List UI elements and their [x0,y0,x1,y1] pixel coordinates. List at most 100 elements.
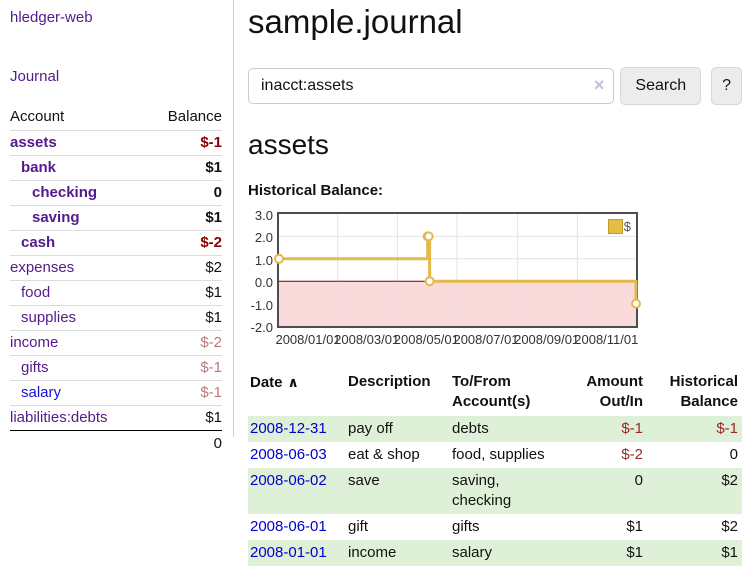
account-balance: 0 [213,184,222,201]
register-row: 2008-06-03 eat & shop food, supplies $-2 0 [248,442,742,468]
main-content: sample.journal × Search ? assets Histori… [248,0,742,566]
y-axis-tick-label: -1.0 [250,297,273,313]
date-sort-header[interactable]: Date ∧ [250,374,299,391]
search-button[interactable]: Search [620,67,702,105]
account-row: liabilities:debts $1 [10,405,222,430]
total-balance: 0 [213,435,222,452]
account-row: income $-2 [10,330,222,355]
transaction-amount: 0 [634,472,643,489]
transaction-accounts: saving, checking [452,472,512,509]
account-row: supplies $1 [10,305,222,330]
transaction-date-link[interactable]: 2008-01-01 [250,544,327,561]
account-balance: $1 [205,209,222,226]
register-row: 2008-06-02 save saving, checking 0 $2 [248,468,742,514]
account-balance: $-1 [200,359,222,376]
chart-title: Historical Balance: [248,182,384,199]
transaction-date-link[interactable]: 2008-06-03 [250,446,327,463]
account-row: cash $-2 [10,230,222,255]
search-input[interactable] [248,68,615,104]
transaction-amount: $-2 [621,446,643,463]
account-link[interactable]: assets [10,134,57,151]
legend-label: $ [623,219,631,234]
account-row: food $1 [10,280,222,305]
transaction-accounts: food, supplies [452,446,545,463]
transaction-date-link[interactable]: 2008-06-02 [250,472,327,489]
y-axis-tick-label: 0.0 [254,275,273,291]
transaction-description: pay off [348,420,393,437]
account-balance: $-1 [200,384,222,401]
account-link[interactable]: income [10,334,59,351]
account-link[interactable]: saving [32,209,80,226]
account-link[interactable]: expenses [10,259,75,276]
accounts-header: To/From Account(s) [452,373,531,410]
balance-header: Historical Balance [669,373,738,410]
y-axis-tick-label: 3.0 [254,208,273,223]
transaction-description: gift [348,518,369,535]
transaction-description: eat & shop [348,446,420,463]
help-button[interactable]: ? [711,67,742,105]
x-axis-tick-label: 2008/09/01 [514,332,580,347]
date-header-label: Date [250,374,283,391]
account-row: saving $1 [10,205,222,230]
page-title: sample.journal [248,3,463,40]
sidebar-item-journal[interactable]: Journal [10,68,60,85]
x-axis-tick-label: 2008/11/01 [574,332,639,347]
transaction-date-link[interactable]: 2008-12-31 [250,420,327,437]
account-table-header: Account Balance [10,105,222,130]
register-header: Date ∧ Description To/From Account(s) Amo… [248,370,742,416]
account-link[interactable]: bank [21,159,57,176]
account-link[interactable]: gifts [21,359,49,376]
register-row: 2008-01-01 income salary $1 $1 [248,540,742,566]
account-row: bank $1 [10,155,222,180]
account-link[interactable]: checking [32,184,98,201]
x-axis-tick-label: 2008/05/01 [393,332,459,347]
description-header: Description [348,373,431,390]
transaction-date-link[interactable]: 2008-06-01 [250,518,327,535]
amount-header: Amount Out/In [586,373,643,410]
account-link[interactable]: liabilities:debts [10,409,108,426]
x-axis-tick-label: 2008/03/01 [334,332,400,347]
transaction-amount: $1 [626,518,643,535]
account-row: salary $-1 [10,380,222,405]
account-balance: $-2 [200,234,222,251]
app-brand-link[interactable]: hledger-web [10,9,93,26]
account-balance: $-2 [200,334,222,351]
register-row: 2008-06-01 gift gifts $1 $2 [248,514,742,540]
account-row: assets $-1 [10,130,222,155]
sidebar: hledger-web Journal Account Balance asse… [0,0,234,452]
transaction-accounts: debts [452,420,489,437]
sort-ascending-icon: ∧ [287,374,299,390]
transaction-description: income [348,544,397,561]
y-axis-tick-label: 1.0 [254,252,273,268]
x-axis-labels: 2008/01/01 2008/03/01 2008/05/01 2008/07/01… [275,328,639,348]
transaction-accounts: gifts [452,518,480,535]
account-link[interactable]: cash [21,234,56,251]
account-balance: $1 [205,309,222,326]
register-table: Date ∧ Description To/From Account(s) Amo… [248,370,742,566]
search-box: × [248,68,615,104]
y-axis-tick-label: 2.0 [254,230,273,246]
balance-column-header: Balance [167,108,222,125]
transaction-balance: $2 [721,518,738,535]
account-heading: assets [248,129,329,160]
x-axis-tick-label: 2008/07/01 [453,332,519,347]
transaction-balance: 0 [729,446,738,463]
search-form: × Search ? [248,67,742,105]
legend-swatch-icon [607,219,623,234]
account-balance: $1 [205,284,222,301]
account-row: checking 0 [10,180,222,205]
account-row: expenses $2 [10,255,222,280]
clear-search-icon[interactable]: × [593,75,605,95]
account-column-header: Account [10,108,65,125]
balance-chart-plot [274,214,641,326]
balance-chart-plot-wrap: $ [274,212,641,328]
account-balance: $-1 [200,134,222,151]
account-link[interactable]: supplies [21,309,77,326]
x-axis-tick-label: 2008/01/01 [275,332,341,347]
account-tree: assets $-1 bank $1 checking 0 saving $1 cash $-2 e… [10,130,222,430]
account-link[interactable]: food [21,284,51,301]
account-total-row: 0 [10,430,222,456]
register-body: 2008-12-31 pay off debts $-1 $-1 2008-06-03 ea… [248,416,742,566]
account-balance: $2 [205,259,222,276]
account-link[interactable]: salary [21,384,62,401]
